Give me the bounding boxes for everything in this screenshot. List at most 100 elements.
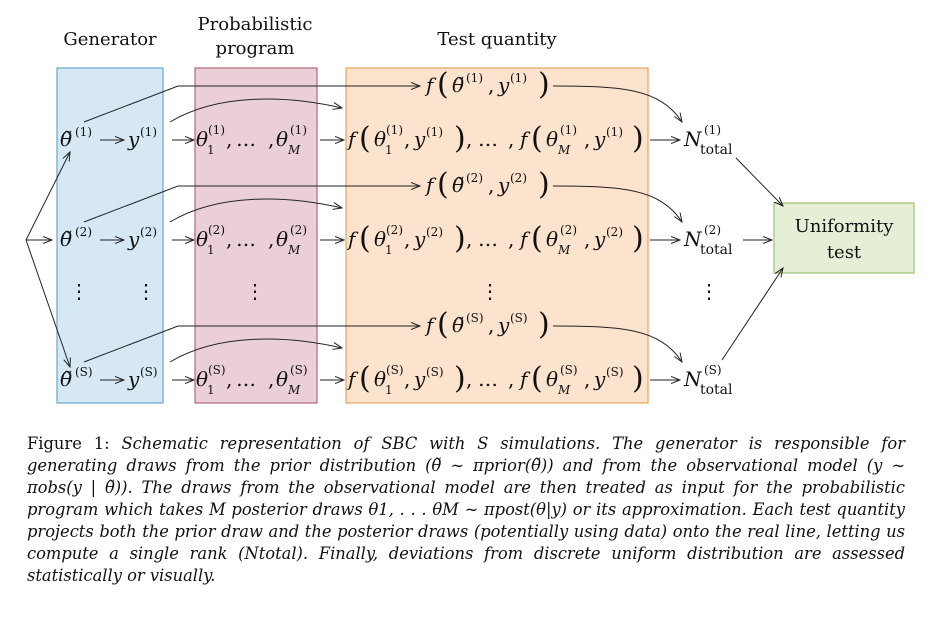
prior-to-test-arrow	[83, 326, 420, 363]
uniformity-test-label-line1: Uniformity	[795, 216, 895, 237]
prior-draw-symbol: θ̃	[60, 367, 72, 391]
rank-count-symbol: N	[683, 127, 703, 151]
f-ellipsis: …	[478, 367, 498, 391]
f-first-y: y	[413, 127, 426, 151]
f-last-y: y	[593, 127, 606, 151]
dots-n: ⋮	[699, 279, 719, 303]
f-first-y-index: (2)	[426, 225, 443, 239]
f-ellipsis: …	[478, 127, 498, 151]
f-first-comma: ,	[404, 227, 410, 251]
f-prior-y: y	[497, 313, 510, 337]
f-last-open-paren: (	[531, 221, 543, 256]
f-last-y-index: (2)	[606, 225, 623, 239]
test-to-rank-arrow	[552, 325, 682, 362]
posterior-draw-first-index: (2)	[208, 223, 225, 237]
f-last-theta-index: (2)	[560, 223, 577, 237]
f-last-y-index: (1)	[606, 125, 623, 139]
f-last-theta-index: (S)	[560, 363, 578, 377]
simulation-rows: θ̃ (1) y (1) θ (1)1,…, θ (1)M f(θ (1)1, y (1)),…, f(…	[60, 67, 733, 398]
test-quantity-header: Test quantity	[437, 29, 557, 50]
rank-count-subscript: total	[700, 242, 733, 258]
posterior-draw-last-index: (S)	[290, 363, 308, 377]
test-to-rank-arrow	[552, 185, 682, 222]
uniformity-test-box	[773, 202, 915, 274]
f-first-theta: θ	[374, 367, 386, 391]
probabilistic-program-header-line1: Probabilistic	[198, 14, 313, 35]
posterior-comma: ,	[268, 227, 274, 251]
posterior-comma: ,	[268, 367, 274, 391]
dots-y: ⋮	[136, 279, 156, 303]
f-comma: ,	[508, 127, 514, 151]
posterior-draw-first-symbol: θ	[196, 127, 208, 151]
f-last-open-paren: (	[531, 361, 543, 396]
f-first-theta-subscript: 1	[385, 383, 393, 397]
f-prior-close-paren: )	[538, 307, 550, 342]
f-last-theta-subscript: M	[557, 383, 571, 397]
f-first-theta-index: (1)	[386, 123, 403, 137]
f-first-comma: ,	[404, 127, 410, 151]
f-comma: ,	[466, 367, 472, 391]
f-prior-comma: ,	[488, 73, 494, 97]
f-last-theta: θ	[546, 227, 558, 251]
test-to-rank-arrow	[552, 85, 682, 122]
dots-theta: ⋮	[69, 279, 89, 303]
origin-arrows	[25, 152, 70, 367]
f-first-theta: θ	[374, 127, 386, 151]
posterior-draw-last-index: (1)	[290, 123, 307, 137]
posterior-ellipsis: …	[236, 127, 256, 151]
observation-index: (S)	[140, 365, 158, 379]
f-comma: ,	[466, 127, 472, 151]
posterior-draw-first-symbol: θ	[196, 367, 208, 391]
f-first-comma: ,	[404, 367, 410, 391]
posterior-draw-last-subscript: M	[287, 243, 301, 257]
f-prior-y-index: (2)	[510, 171, 527, 185]
simulation-row: θ̃ (S) y (S) θ (S)1,…, θ (S)M f(θ (S)1, y (S)),…, f(…	[60, 307, 733, 398]
posterior-draw-first-index: (S)	[208, 363, 226, 377]
f-first-theta-subscript: 1	[385, 143, 393, 157]
f-comma: ,	[508, 367, 514, 391]
prior-to-test-arrow	[83, 86, 420, 123]
prior-draw-symbol: θ̃	[60, 127, 72, 151]
f-first-y-index: (1)	[426, 125, 443, 139]
f-last-comma: ,	[584, 227, 590, 251]
f-first-close-paren: )	[454, 221, 466, 256]
f-last-theta-subscript: M	[557, 243, 571, 257]
f-last-comma: ,	[584, 367, 590, 391]
f-comma: ,	[508, 227, 514, 251]
posterior-draw-last-symbol: θ	[276, 127, 288, 151]
rank-count-symbol: N	[683, 367, 703, 391]
uniformity-arrows	[721, 157, 783, 361]
f-ellipsis: …	[478, 227, 498, 251]
observation-symbol: y	[127, 227, 140, 251]
f-last-close-paren: )	[632, 361, 644, 396]
f-last-theta-subscript: M	[557, 143, 571, 157]
probabilistic-program-box	[194, 67, 318, 404]
posterior-draw-first-subscript: 1	[207, 143, 215, 157]
prior-draw-index: (2)	[75, 225, 92, 239]
simulation-row: θ̃ (2) y (2) θ (2)1,…, θ (2)M f(θ (2)1, y (2)),…, f(…	[60, 167, 733, 258]
observation-symbol: y	[127, 127, 140, 151]
data-to-test-arrow	[169, 338, 342, 363]
f-last-theta: θ	[546, 367, 558, 391]
f-prior-comma: ,	[488, 173, 494, 197]
prior-draw-index: (1)	[75, 125, 92, 139]
uniformity-test-label-line2: test	[827, 242, 862, 263]
prior-draw-index: (S)	[75, 365, 93, 379]
rank-count-subscript: total	[700, 142, 733, 158]
posterior-comma: ,	[226, 227, 232, 251]
posterior-draw-last-symbol: θ	[276, 227, 288, 251]
sbc-schematic-diagram: Generator Probabilistic program Test qua…	[25, 14, 915, 404]
f-first-open-paren: (	[359, 221, 371, 256]
f-first-close-paren: )	[454, 361, 466, 396]
rank-count-index: (1)	[704, 123, 721, 137]
f-first-y-index: (S)	[426, 365, 444, 379]
f-prior-theta-index: (2)	[466, 171, 483, 185]
f-prior-theta-index: (1)	[466, 71, 483, 85]
f-prior-theta: θ̃	[452, 313, 464, 337]
generator-box	[56, 67, 164, 404]
posterior-comma: ,	[268, 127, 274, 151]
f-last-y-index: (S)	[606, 365, 624, 379]
posterior-comma: ,	[226, 127, 232, 151]
posterior-draw-first-index: (1)	[208, 123, 225, 137]
probabilistic-program-header-line2: program	[216, 38, 295, 59]
